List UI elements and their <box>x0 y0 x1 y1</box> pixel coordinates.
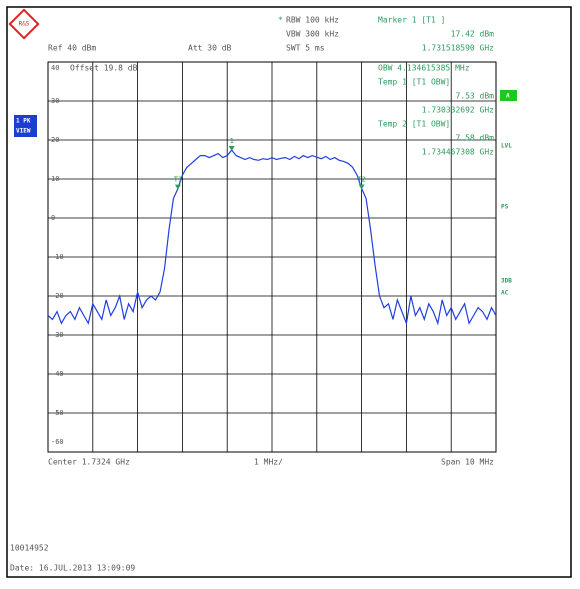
y-tick-label: -20 <box>51 292 64 300</box>
att: Att 30 dB <box>188 44 232 53</box>
y-tick-label: -60 <box>51 438 64 446</box>
marker-title: Marker 1 [T1 ] <box>378 16 445 25</box>
trace <box>47 149 497 326</box>
rbw: RBW 100 kHz <box>286 16 339 25</box>
y-tick-label: -30 <box>51 331 64 339</box>
y-tick-label: -10 <box>51 253 64 261</box>
temp1: Temp 1 [T1 OBW] <box>378 78 450 87</box>
y-tick-label: 10 <box>51 175 59 183</box>
marker-level: 17.42 dBm <box>451 30 495 39</box>
marker <box>228 146 235 152</box>
a-label: A <box>506 93 510 100</box>
obw: OBW 4.134615385 MHz <box>378 64 470 73</box>
trace-label: 1 PK <box>16 118 31 125</box>
marker-freq: 1.731518590 GHz <box>422 44 494 53</box>
y-tick-label: 40 <box>51 64 59 72</box>
view-label: VIEW <box>16 128 31 135</box>
ref: Ref 40 dBm <box>48 44 96 53</box>
temp1-freq: 1.730332692 GHz <box>422 106 494 115</box>
center: Center 1.7324 GHz <box>48 458 130 467</box>
svg-text:R&S: R&S <box>19 21 30 28</box>
marker <box>358 184 365 190</box>
offset: Offset 19.8 dB <box>70 64 138 73</box>
ac: AC <box>501 290 509 297</box>
temp2-level: 7.58 dBm <box>455 134 494 143</box>
temp2: Temp 2 [T1 OBW] <box>378 120 450 129</box>
y-tick-label: -50 <box>51 409 64 417</box>
marker-label: T1 <box>174 176 182 184</box>
trace-box <box>14 115 37 137</box>
ps: PS <box>501 204 509 211</box>
star: * <box>278 16 283 25</box>
temp2-freq: 1.734467308 GHz <box>422 148 494 157</box>
y-tick-label: 20 <box>51 136 59 144</box>
div: 1 MHz/ <box>254 458 283 467</box>
id: 10014952 <box>10 544 49 553</box>
swt: SWT 5 ms <box>286 44 325 53</box>
a-box <box>500 90 517 101</box>
span: Span 10 MHz <box>441 458 494 467</box>
logo: R&S <box>8 8 40 40</box>
temp1-level: 7.53 dBm <box>455 92 494 101</box>
marker-label: 1 <box>230 137 234 145</box>
marker <box>174 184 181 190</box>
date: Date: 16.JUL.2013 13:09:09 <box>10 564 135 573</box>
marker-label: T2 <box>357 175 365 183</box>
lvl: LVL <box>501 143 512 150</box>
y-tick-label: -40 <box>51 370 64 378</box>
db3: 3DB <box>501 278 512 285</box>
y-tick-label: 0 <box>51 214 55 222</box>
y-tick-label: 30 <box>51 97 59 105</box>
frame <box>6 6 572 578</box>
vbw: VBW 300 kHz <box>286 30 339 39</box>
